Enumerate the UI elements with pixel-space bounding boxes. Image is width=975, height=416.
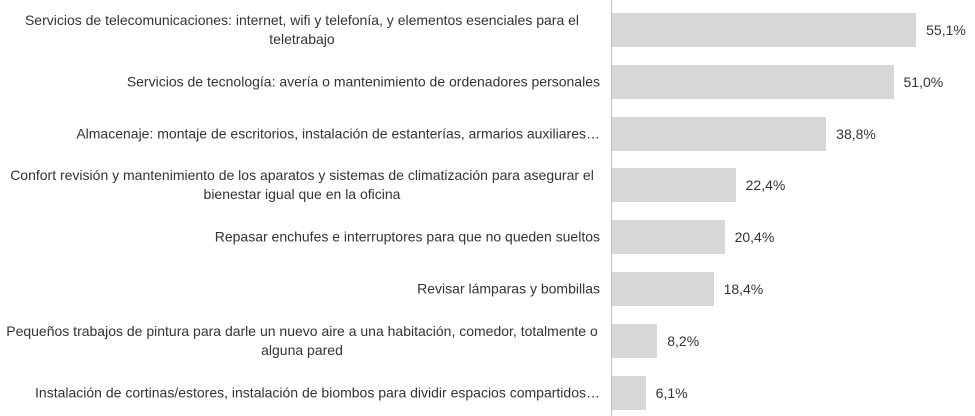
value-label: 55,1% [926,22,966,38]
bar [612,116,827,151]
category-label: Servicios de tecnología: avería o manten… [126,73,600,90]
category-label: Servicios de telecomunicaciones: interne… [24,12,580,47]
value-label: 38,8% [836,125,876,142]
category-label: Instalación de cortinas/estores, instala… [35,384,600,401]
value-label: 6,1% [655,384,688,401]
category-label: Revisar lámparas y bombillas [417,280,600,297]
axis-line [611,0,612,416]
category-label: Confort revisión y mantenimiento de los … [10,167,594,203]
bar [612,272,714,306]
bar [612,220,725,255]
value-label: 8,2% [667,332,700,349]
value-label: 22,4% [745,177,786,194]
bar [612,64,894,99]
category-label: Pequeños trabajos de pintura para darle … [6,322,598,358]
bar [612,375,646,410]
category-label: Repasar enchufes e interruptores para qu… [214,228,600,245]
value-label: 20,4% [734,229,775,246]
bar [612,168,736,203]
value-label: 18,4% [723,281,764,297]
bar [612,13,917,47]
value-label: 51,0% [903,73,944,90]
bar [612,323,658,358]
category-label: Almacenaje: montaje de escritorios, inst… [76,125,600,142]
